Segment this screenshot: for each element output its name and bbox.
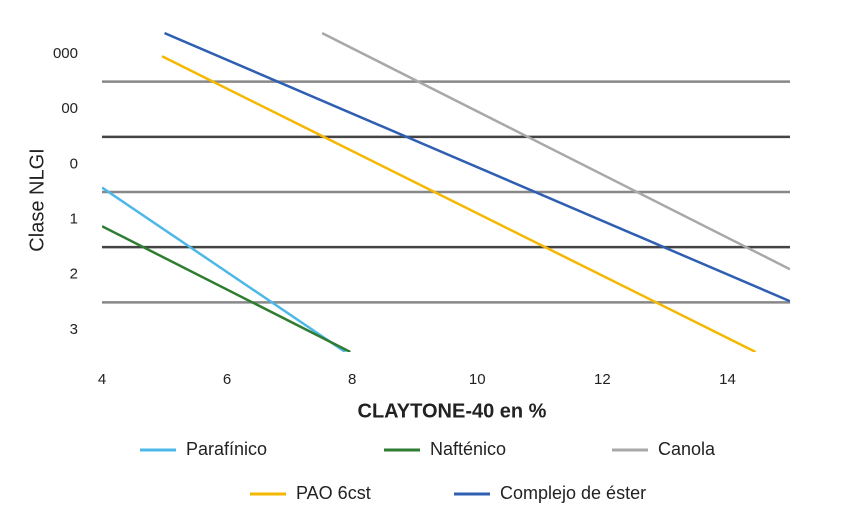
legend-label: Complejo de éster xyxy=(500,483,646,503)
series-line xyxy=(102,225,351,352)
x-tick-label: 10 xyxy=(469,371,486,388)
x-tick-label: 14 xyxy=(719,371,736,388)
series-line xyxy=(321,32,790,271)
x-tick-label: 12 xyxy=(594,371,611,388)
legend-label: Parafínico xyxy=(186,439,267,459)
series-line xyxy=(164,32,790,303)
y-tick-label: 3 xyxy=(70,321,78,338)
legend-label: Canola xyxy=(658,439,716,459)
y-tick-label: 000 xyxy=(53,45,78,62)
legend-label: Nafténico xyxy=(430,439,506,459)
y-tick-label: 00 xyxy=(61,100,78,117)
y-tick-label: 1 xyxy=(70,211,78,228)
y-axis-label: Clase NLGI xyxy=(26,148,48,251)
x-tick-label: 4 xyxy=(98,371,106,388)
plot-lines xyxy=(102,32,790,352)
series-line xyxy=(161,55,757,352)
y-tick-label: 2 xyxy=(70,266,78,283)
y-tick-label: 0 xyxy=(70,155,78,172)
x-tick-label: 6 xyxy=(223,371,231,388)
legend-label: PAO 6cst xyxy=(296,483,371,503)
series-line xyxy=(102,186,347,352)
x-tick-label: 8 xyxy=(348,371,356,388)
x-axis-label: CLAYTONE-40 en % xyxy=(358,400,547,422)
